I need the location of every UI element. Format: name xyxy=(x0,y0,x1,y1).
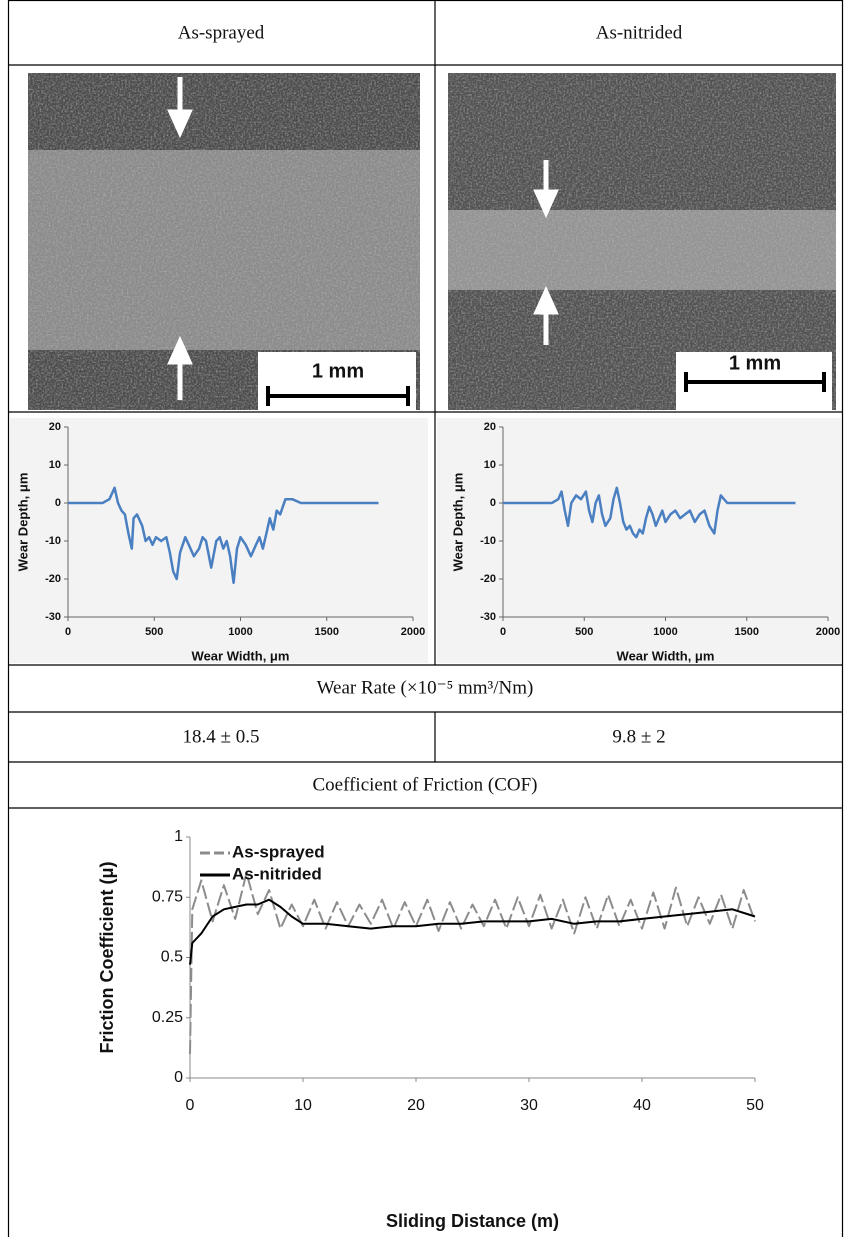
x-tick-label: 0 xyxy=(500,626,506,638)
y-tick-label: 0 xyxy=(174,1069,183,1086)
y-tick-label: 20 xyxy=(484,421,496,433)
y-tick-label: -30 xyxy=(480,611,496,623)
x-tick-label: 2000 xyxy=(816,626,840,638)
cell-value: 18.4 ± 0.5 xyxy=(183,726,260,747)
data-line xyxy=(503,486,796,539)
y-tick-label: -30 xyxy=(45,611,61,623)
x-axis-label: Wear Width, μm xyxy=(192,648,290,663)
y-tick-label: 0 xyxy=(490,497,496,509)
x-tick-label: 2000 xyxy=(401,626,425,638)
x-tick-label: 20 xyxy=(407,1097,425,1114)
chart-panel xyxy=(10,418,428,663)
y-tick-label: -10 xyxy=(45,535,61,547)
x-tick-label: 500 xyxy=(575,626,593,638)
y-tick-label: -20 xyxy=(480,573,496,585)
y-tick-label: 0.5 xyxy=(161,949,183,966)
scale-bar-label: 1 mm xyxy=(312,360,364,382)
y-tick-label: 20 xyxy=(49,421,61,433)
x-tick-label: 0 xyxy=(186,1097,195,1114)
chart-panel xyxy=(437,418,841,663)
y-tick-label: 1 xyxy=(174,828,183,845)
cell-value: 9.8 ± 2 xyxy=(612,726,665,747)
y-tick-label: 10 xyxy=(484,459,496,471)
row-label: Wear Rate (×10⁻⁵ mm³/Nm) xyxy=(317,677,534,698)
data-line xyxy=(189,872,756,1054)
row-label: Coefficient of Friction (COF) xyxy=(313,774,538,795)
legend-label: As-sprayed xyxy=(232,842,325,861)
x-tick-label: 1000 xyxy=(228,626,252,638)
x-tick-label: 10 xyxy=(294,1097,312,1114)
sem-image: 1 mm xyxy=(448,73,836,410)
x-tick-label: 1000 xyxy=(653,626,677,638)
y-tick-label: 0.75 xyxy=(152,888,183,905)
y-tick-label: -10 xyxy=(480,535,496,547)
x-tick-label: 40 xyxy=(633,1097,651,1114)
x-tick-label: 50 xyxy=(746,1097,764,1114)
x-tick-label: 500 xyxy=(145,626,163,638)
x-tick-label: 1500 xyxy=(735,626,759,638)
x-tick-label: 0 xyxy=(65,626,71,638)
legend-label: As-nitrided xyxy=(232,864,322,883)
y-axis-label: Friction Coefficient (μ) xyxy=(97,861,117,1053)
table-grid xyxy=(7,0,844,1237)
x-tick-label: 1500 xyxy=(315,626,339,638)
column-header: As-sprayed xyxy=(178,22,265,43)
x-axis-label: Sliding Distance (m) xyxy=(386,1211,559,1231)
y-tick-label: -20 xyxy=(45,573,61,585)
column-header: As-nitrided xyxy=(596,22,683,43)
data-line xyxy=(68,486,379,585)
y-axis-label: Wear Depth, μm xyxy=(450,473,465,572)
x-tick-label: 30 xyxy=(520,1097,538,1114)
y-tick-label: 0 xyxy=(55,497,61,509)
y-tick-label: 10 xyxy=(49,459,61,471)
sem-image: 1 mm xyxy=(28,73,420,410)
y-tick-label: 0.25 xyxy=(152,1009,183,1026)
x-axis-label: Wear Width, μm xyxy=(617,648,715,663)
data-line xyxy=(189,898,756,965)
y-axis-label: Wear Depth, μm xyxy=(15,473,30,572)
scale-bar-label: 1 mm xyxy=(729,352,781,374)
